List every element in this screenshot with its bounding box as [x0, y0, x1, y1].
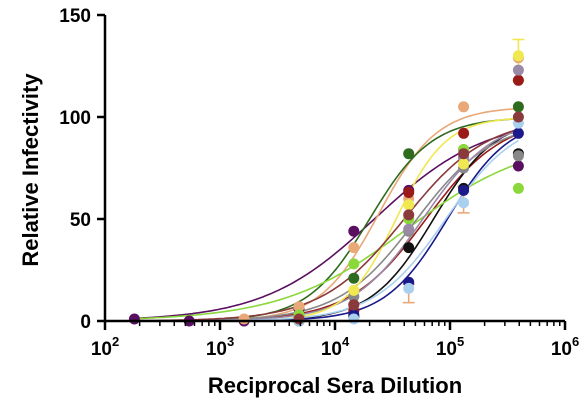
data-point-s10-7 [458, 158, 469, 169]
data-point-s9-8 [513, 65, 524, 76]
x-tick-label-2: 104 [321, 334, 350, 360]
data-point-s12-4 [294, 314, 305, 325]
y-tick-label-150: 150 [59, 6, 91, 27]
data-point-s11-5 [348, 314, 359, 325]
data-point-s7-7 [458, 185, 469, 196]
data-point-s2-5 [348, 242, 359, 253]
x-tick-label-0: 102 [91, 334, 119, 360]
x-axis-title: Reciprocal Sera Dilution [208, 373, 462, 398]
data-point-s4-7 [458, 128, 469, 139]
data-point-s10-8 [513, 50, 524, 61]
data-point-s4-8 [513, 75, 524, 86]
data-point-s11-7 [458, 197, 469, 208]
data-point-s2-7 [458, 101, 469, 112]
data-point-s3-8 [513, 101, 524, 112]
data-point-s12-7 [458, 148, 469, 159]
data-point-s6-8 [513, 183, 524, 194]
y-tick-label-50: 50 [70, 210, 91, 231]
fit-curves [134, 109, 518, 321]
data-point-s10-5 [348, 285, 359, 296]
data-point-s1-8 [513, 161, 524, 172]
data-point-s8-8 [513, 150, 524, 161]
data-point-s12-6 [403, 209, 414, 220]
data-point-s11-6 [403, 283, 414, 294]
x-tick-label-3: 105 [436, 334, 464, 360]
data-point-s3-5 [348, 273, 359, 284]
y-ticks: 0 50 100 150 [59, 6, 105, 333]
data-point-s1-1 [129, 314, 140, 325]
y-axis-title: Relative Infectivity [18, 73, 43, 267]
data-point-s2-3 [239, 314, 250, 325]
fit-curve-2 [134, 109, 518, 321]
data-point-s7-8 [513, 128, 524, 139]
data-point-s9-6 [403, 224, 414, 235]
data-point-s12-5 [348, 299, 359, 310]
data-points [129, 50, 524, 326]
data-point-s10-6 [403, 199, 414, 210]
y-tick-label-0: 0 [80, 312, 91, 333]
axes [104, 15, 565, 321]
y-tick-label-100: 100 [59, 108, 91, 129]
x-tick-label-4: 106 [551, 334, 579, 360]
data-point-s6-5 [348, 258, 359, 269]
x-ticks: 102 103 104 105 106 [91, 321, 579, 360]
data-point-s3-6 [403, 148, 414, 159]
data-point-s1-5 [348, 226, 359, 237]
data-point-s5-6 [403, 242, 414, 253]
data-point-s12-8 [513, 112, 524, 123]
data-point-s4-6 [403, 187, 414, 198]
x-tick-label-1: 103 [206, 334, 234, 360]
